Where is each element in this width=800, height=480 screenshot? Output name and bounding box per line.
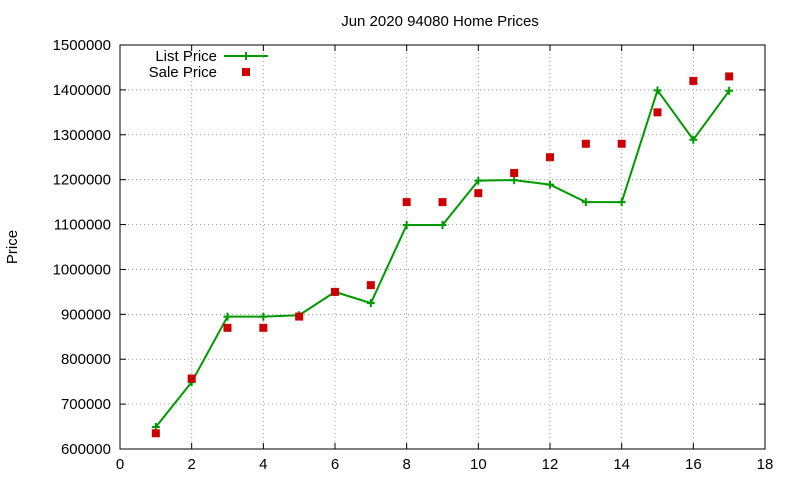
list-price-point [402, 221, 411, 230]
series [151, 72, 734, 438]
sale-price-point [331, 287, 339, 296]
y-tick-label: 900000 [61, 306, 111, 323]
y-tick-label: 1100000 [54, 217, 111, 234]
sale-price-point [295, 312, 304, 321]
sale-price-point [187, 374, 196, 383]
x-tick-label: 6 [331, 456, 339, 473]
sale-price-point [653, 108, 662, 117]
list-price-point [689, 135, 698, 144]
list-price-point [653, 86, 662, 95]
sale-price-point [581, 139, 590, 148]
list-price-point [617, 198, 626, 207]
y-tick-label: 800000 [61, 351, 111, 368]
sale-price-point [689, 76, 698, 85]
sale-price-point [474, 189, 483, 198]
x-tick-label: 8 [402, 456, 410, 473]
x-tick-label: 2 [187, 456, 195, 473]
list-price-point [438, 221, 447, 230]
y-axis-label: Price [4, 230, 21, 264]
y-tick-label: 1200000 [53, 172, 111, 189]
x-tick-label: 12 [542, 456, 559, 473]
chart-title: Jun 2020 94080 Home Prices [341, 13, 539, 30]
x-tick-label: 18 [757, 456, 774, 473]
sale-price-point [510, 168, 519, 177]
legend-marker-sale-price [242, 68, 250, 76]
list-price-point [259, 312, 268, 321]
y-tick-label: 1500000 [53, 37, 111, 54]
y-tick-label: 1300000 [53, 127, 111, 144]
sale-price-point [259, 323, 268, 332]
x-tick-label: 16 [685, 456, 702, 473]
y-tick-label: 700000 [61, 396, 111, 413]
legend-label-sale-price: Sale Price [149, 64, 217, 81]
y-tick-label: 1000000 [53, 261, 111, 278]
sale-price-point [438, 198, 447, 207]
y-tick-label: 600000 [61, 441, 111, 458]
legend-label-list-price: List Price [155, 48, 217, 65]
list-price-point [366, 299, 375, 308]
sale-price-point [223, 323, 232, 332]
list-price-point [474, 176, 483, 185]
y-tick-label: 1400000 [53, 82, 111, 99]
series-line-list-price [155, 88, 730, 428]
x-tick-label: 14 [613, 456, 630, 473]
plot-frame [119, 44, 766, 450]
sale-price-point [617, 139, 626, 148]
list-price-point [223, 312, 232, 321]
sale-price-point [151, 429, 160, 438]
list-price-point [581, 198, 590, 207]
x-tick-label: 10 [470, 456, 487, 473]
sale-price-point [725, 72, 734, 81]
x-tick-label: 4 [259, 456, 267, 473]
x-tick-label: 0 [116, 456, 124, 473]
list-price-point [510, 176, 519, 185]
sale-price-point [366, 281, 375, 290]
legend-marker-list-price [242, 52, 250, 60]
sale-price-point [402, 198, 411, 207]
sale-price-point [546, 153, 554, 162]
list-price-point [725, 86, 734, 95]
legend: List Price Sale Price [149, 48, 268, 81]
axes-ticks: 600000 700000 800000 900000 1000000 1100000 12… [53, 37, 774, 473]
list-price-point [546, 180, 554, 189]
